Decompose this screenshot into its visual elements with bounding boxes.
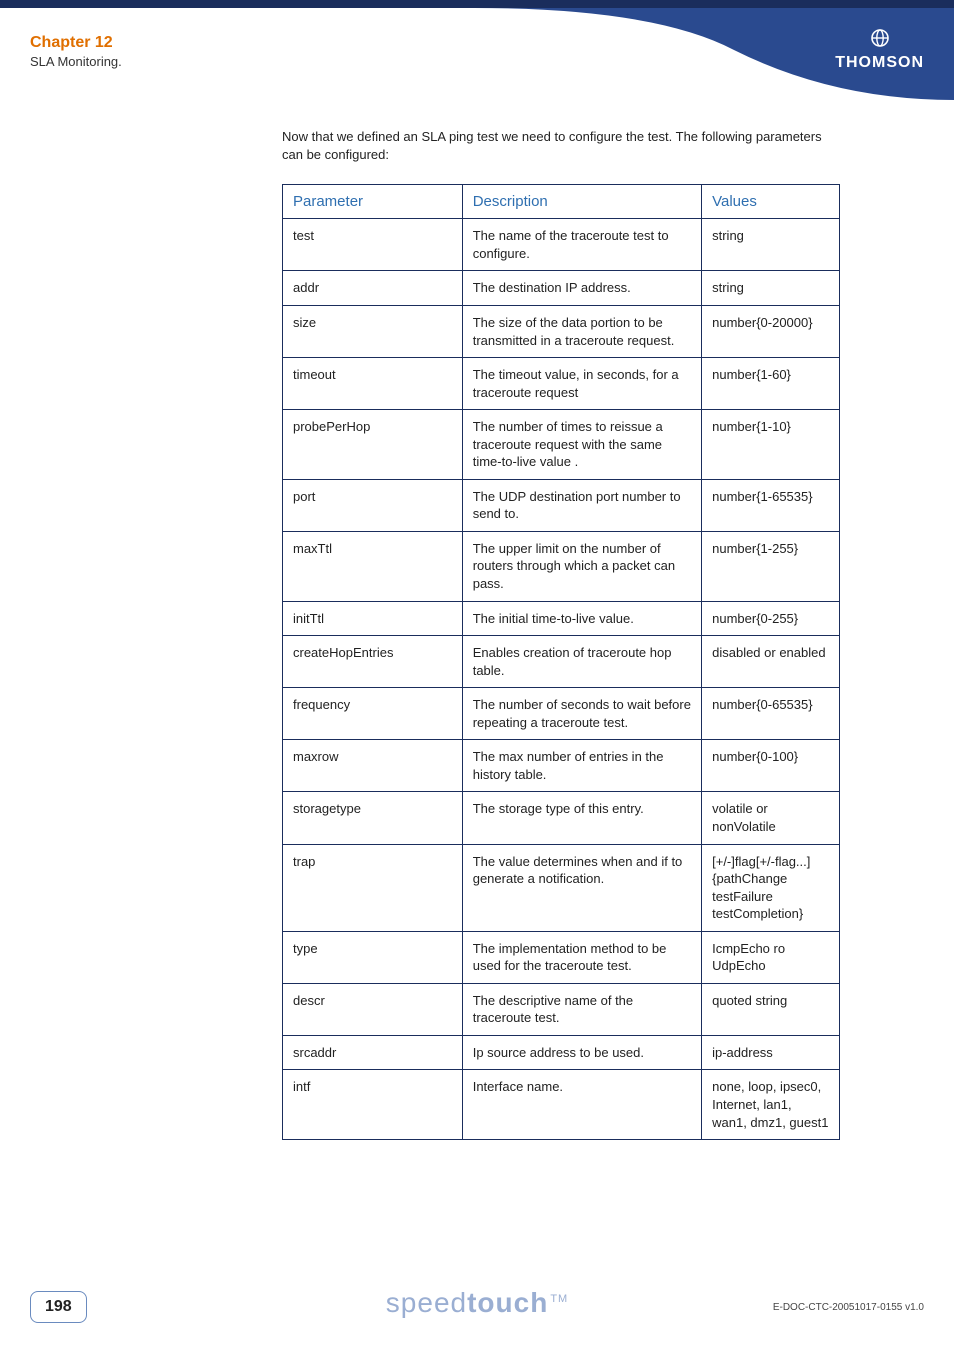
cell-parameter: size [283, 306, 463, 358]
globe-icon [835, 28, 924, 52]
cell-description: The UDP destination port number to send … [462, 479, 701, 531]
cell-values: number{1-10} [702, 410, 840, 480]
table-row: intfInterface name.none, loop, ipsec0, I… [283, 1070, 840, 1140]
brand-light: speed [386, 1287, 467, 1318]
cell-values: number{0-255} [702, 601, 840, 636]
cell-description: The number of seconds to wait before rep… [462, 688, 701, 740]
cell-values: string [702, 219, 840, 271]
cell-description: The number of times to reissue a tracero… [462, 410, 701, 480]
cell-values: number{1-60} [702, 358, 840, 410]
cell-values: number{0-20000} [702, 306, 840, 358]
vendor-logo-text: THOMSON [835, 54, 924, 72]
cell-parameter: timeout [283, 358, 463, 410]
cell-values: number{1-255} [702, 531, 840, 601]
cell-parameter: intf [283, 1070, 463, 1140]
cell-description: The size of the data portion to be trans… [462, 306, 701, 358]
cell-parameter: srcaddr [283, 1035, 463, 1070]
cell-parameter: maxrow [283, 740, 463, 792]
table-row: typeThe implementation method to be used… [283, 931, 840, 983]
page-number-badge: 198 [30, 1291, 87, 1323]
table-row: frequencyThe number of seconds to wait b… [283, 688, 840, 740]
cell-description: The value determines when and if to gene… [462, 844, 701, 931]
cell-values: number{0-100} [702, 740, 840, 792]
parameters-table: Parameter Description Values testThe nam… [282, 184, 840, 1140]
cell-parameter: initTtl [283, 601, 463, 636]
table-row: trapThe value determines when and if to … [283, 844, 840, 931]
brand-bold: touch [467, 1287, 548, 1318]
col-header-description: Description [462, 185, 701, 219]
cell-parameter: type [283, 931, 463, 983]
cell-values: number{1-65535} [702, 479, 840, 531]
table-row: srcaddrIp source address to be used.ip-a… [283, 1035, 840, 1070]
table-row: probePerHop The number of times to reiss… [283, 410, 840, 480]
main-content: Now that we defined an SLA ping test we … [282, 128, 840, 1140]
cell-description: The destination IP address. [462, 271, 701, 306]
cell-description: Enables creation of traceroute hop table… [462, 636, 701, 688]
cell-parameter: port [283, 479, 463, 531]
cell-parameter: storagetype [283, 792, 463, 844]
chapter-subtitle: SLA Monitoring. [30, 54, 122, 69]
col-header-values: Values [702, 185, 840, 219]
cell-parameter: test [283, 219, 463, 271]
table-row: storagetypeThe storage type of this entr… [283, 792, 840, 844]
chapter-heading: Chapter 12 SLA Monitoring. [30, 34, 122, 69]
table-body: testThe name of the traceroute test to c… [283, 219, 840, 1140]
cell-parameter: addr [283, 271, 463, 306]
table-row: timeoutThe timeout value, in seconds, fo… [283, 358, 840, 410]
table-header-row: Parameter Description Values [283, 185, 840, 219]
cell-description: The implementation method to be used for… [462, 931, 701, 983]
table-row: createHopEntriesEnables creation of trac… [283, 636, 840, 688]
cell-parameter: maxTtl [283, 531, 463, 601]
cell-parameter: frequency [283, 688, 463, 740]
cell-description: The initial time-to-live value. [462, 601, 701, 636]
cell-description: The upper limit on the number of routers… [462, 531, 701, 601]
cell-description: Interface name. [462, 1070, 701, 1140]
cell-values: quoted string [702, 983, 840, 1035]
cell-values: IcmpEcho ro UdpEcho [702, 931, 840, 983]
cell-description: The name of the traceroute test to confi… [462, 219, 701, 271]
cell-values: string [702, 271, 840, 306]
cell-values: ip-address [702, 1035, 840, 1070]
table-row: addrThe destination IP address.string [283, 271, 840, 306]
cell-description: The descriptive name of the traceroute t… [462, 983, 701, 1035]
table-row: sizeThe size of the data portion to be t… [283, 306, 840, 358]
table-row: portThe UDP destination port number to s… [283, 479, 840, 531]
cell-description: Ip source address to be used. [462, 1035, 701, 1070]
page-footer: 198 speedtouchTM E-DOC-CTC-20051017-0155… [0, 1273, 954, 1323]
chapter-title: Chapter 12 [30, 34, 122, 52]
intro-paragraph: Now that we defined an SLA ping test we … [282, 128, 840, 164]
cell-values: [+/-]flag[+/-flag...]{pathChange testFai… [702, 844, 840, 931]
cell-values: disabled or enabled [702, 636, 840, 688]
table-row: descrThe descriptive name of the tracero… [283, 983, 840, 1035]
cell-description: The timeout value, in seconds, for a tra… [462, 358, 701, 410]
cell-parameter: trap [283, 844, 463, 931]
cell-description: The storage type of this entry. [462, 792, 701, 844]
cell-values: number{0-65535} [702, 688, 840, 740]
brand-tm: TM [550, 1293, 568, 1305]
col-header-parameter: Parameter [283, 185, 463, 219]
brand-wordmark: speedtouchTM [386, 1287, 568, 1319]
table-row: initTtlThe initial time-to-live value.nu… [283, 601, 840, 636]
cell-description: The max number of entries in the history… [462, 740, 701, 792]
cell-parameter: descr [283, 983, 463, 1035]
table-row: testThe name of the traceroute test to c… [283, 219, 840, 271]
doc-reference: E-DOC-CTC-20051017-0155 v1.0 [773, 1302, 924, 1313]
cell-parameter: probePerHop [283, 410, 463, 480]
table-row: maxrowThe max number of entries in the h… [283, 740, 840, 792]
cell-values: none, loop, ipsec0, Internet, lan1, wan1… [702, 1070, 840, 1140]
vendor-logo: THOMSON [835, 28, 924, 72]
cell-values: volatile or nonVolatile [702, 792, 840, 844]
table-row: maxTtlThe upper limit on the number of r… [283, 531, 840, 601]
cell-parameter: createHopEntries [283, 636, 463, 688]
